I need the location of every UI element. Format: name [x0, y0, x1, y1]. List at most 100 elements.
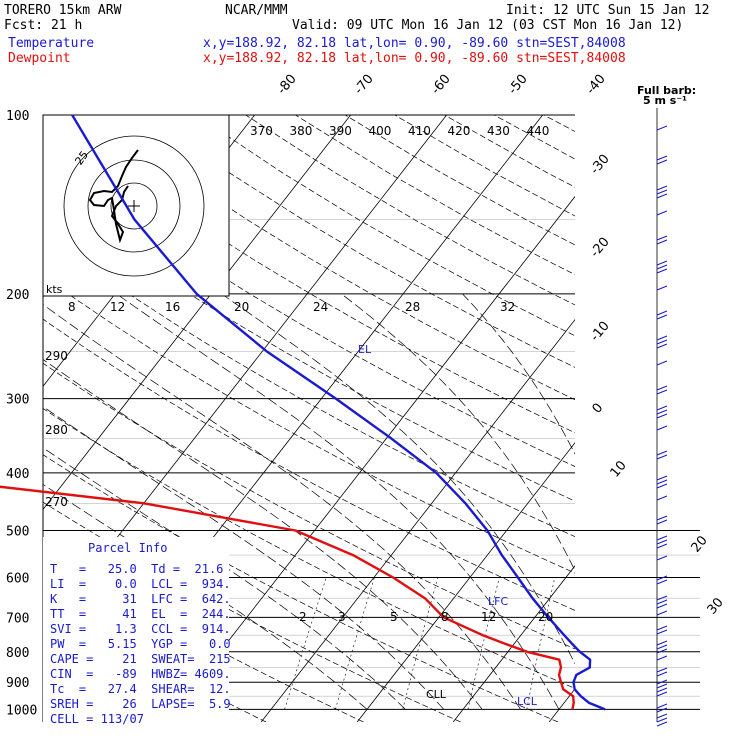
wind-barb: [656, 671, 668, 677]
pressure-label: 300: [6, 393, 29, 408]
mixing-ratio-label: 24: [313, 300, 328, 314]
wind-barb: [656, 260, 668, 266]
hodograph: 25 kts: [42, 114, 230, 297]
temperature-tick-label: -70: [352, 72, 377, 98]
theta-label: 380: [290, 124, 313, 138]
wind-barb: [656, 707, 668, 713]
moist-adiabat: [43, 447, 406, 710]
wind-barb: [656, 155, 668, 161]
wind-barb: [656, 495, 668, 501]
wind-barb: [656, 385, 668, 391]
parcel-info-row: K = 31 LFC = 642.: [50, 592, 231, 606]
temperature-tick-label: 20: [689, 533, 711, 555]
wind-barb: [656, 425, 668, 431]
mixing-ratio-line: [335, 577, 375, 710]
mixing-ratio-label: 28: [405, 300, 420, 314]
parcel-info-row: CAPE = 21 SWEAT= 215: [50, 652, 231, 666]
isotherm: [43, 115, 351, 511]
temperature-profile: [71, 114, 606, 711]
wind-barb: [656, 268, 668, 274]
dry-adiabat: [43, 191, 575, 502]
temperature-tick-label: 0: [590, 401, 607, 417]
valid-time: Valid: 09 UTC Mon 16 Jan 12 (03 CST Mon …: [292, 18, 683, 33]
wind-barb: [656, 285, 668, 291]
mixing-ratio-label: 8: [441, 610, 449, 624]
pressure-label: 400: [6, 467, 29, 482]
dry-adiabat: [43, 275, 575, 574]
wind-barb: [656, 535, 668, 541]
wind-barb: [656, 235, 668, 241]
pressure-label: 800: [6, 646, 29, 661]
wind-barb: [656, 703, 668, 709]
dry-adiabat: [493, 115, 575, 160]
wind-barb: [656, 125, 668, 131]
theta-label: 430: [487, 124, 510, 138]
mixing-ratio-label: 3: [338, 610, 346, 624]
model-name: TORERO 15km ARW: [4, 3, 122, 18]
wind-barb: [656, 713, 668, 719]
wind-barb: [656, 389, 668, 395]
parcel-info-row: LI = 0.0 LCL = 934.: [50, 577, 231, 591]
temperature-tick-label: -30: [588, 152, 613, 178]
mixing-ratio-lines: [284, 577, 556, 710]
temperature-tick-label: -50: [506, 72, 531, 98]
dry-adiabat: [43, 318, 575, 611]
temperature-legend: Temperature: [8, 36, 94, 51]
parcel-info-row: PW = 5.15 YGP = 0.0: [50, 637, 231, 651]
moist-adiabat: [221, 293, 575, 665]
temperature-tick-label: -40: [584, 72, 609, 98]
mixing-ratio-label: 20: [538, 610, 553, 624]
dry-adiabat: [344, 115, 575, 246]
wind-barb: [656, 539, 668, 545]
wind-barb: [656, 210, 668, 216]
wind-barb: [656, 543, 668, 549]
barb-key-units: 5 m s⁻¹: [643, 94, 687, 107]
dewpoint-legend: Dewpoint: [8, 51, 71, 66]
moist-adiabats: [43, 293, 575, 710]
parcel-info-title: Parcel Info: [88, 541, 167, 555]
wind-barb: [656, 475, 668, 481]
wind-barb: [656, 648, 668, 654]
moist-adiabat: [43, 358, 483, 710]
wind-barb: [656, 687, 668, 693]
wind-barb: [656, 450, 668, 456]
lcl-marker: LCL: [517, 695, 538, 708]
barb-key-title: Full barb:: [637, 84, 696, 97]
wind-barb: [656, 335, 668, 341]
theta-label: 290: [45, 349, 68, 363]
pressure-label: 700: [6, 611, 29, 626]
dry-adiabat: [444, 115, 575, 188]
wind-barb: [656, 159, 668, 165]
wind-barb: [656, 483, 668, 489]
dewpoint-location: x,y=188.92, 82.18 lat,lon= 0.90, -89.60 …: [203, 51, 626, 66]
theta-label: 410: [408, 124, 431, 138]
wind-barb: [656, 360, 668, 366]
theta-label: 440: [527, 124, 550, 138]
pressure-label: 500: [6, 524, 29, 539]
wind-barb: [656, 667, 668, 673]
lfc-marker: LFC: [488, 595, 508, 608]
wind-barb: [656, 629, 668, 635]
parcel-info-row: Tc = 27.4 SHEAR= 12.: [50, 682, 231, 696]
wind-barb: [656, 691, 668, 697]
dry-adiabat: [543, 115, 575, 132]
temperature-tick-label: 30: [705, 595, 727, 617]
dry-adiabat: [146, 115, 575, 368]
dry-adiabat: [43, 362, 575, 650]
parcel-info-row: CELL = 113/07: [50, 712, 144, 726]
temperature-tick-label: -60: [429, 72, 454, 98]
dry-adiabat: [43, 454, 559, 722]
isotherm: [164, 195, 575, 722]
theta-label: 390: [329, 124, 352, 138]
mixing-ratio-label: 8: [68, 300, 76, 314]
temperature-tick-label: -10: [588, 319, 613, 345]
dry-adiabat: [43, 407, 575, 689]
moist-adiabat: [43, 406, 445, 710]
temperature-tick-label: 10: [608, 458, 630, 480]
wind-barb: [656, 409, 668, 415]
wind-barb: [656, 314, 668, 320]
wind-barb: [656, 603, 668, 609]
parcel-info-row: TT = 41 EL = 244.: [50, 607, 231, 621]
isotherm: [645, 115, 740, 722]
